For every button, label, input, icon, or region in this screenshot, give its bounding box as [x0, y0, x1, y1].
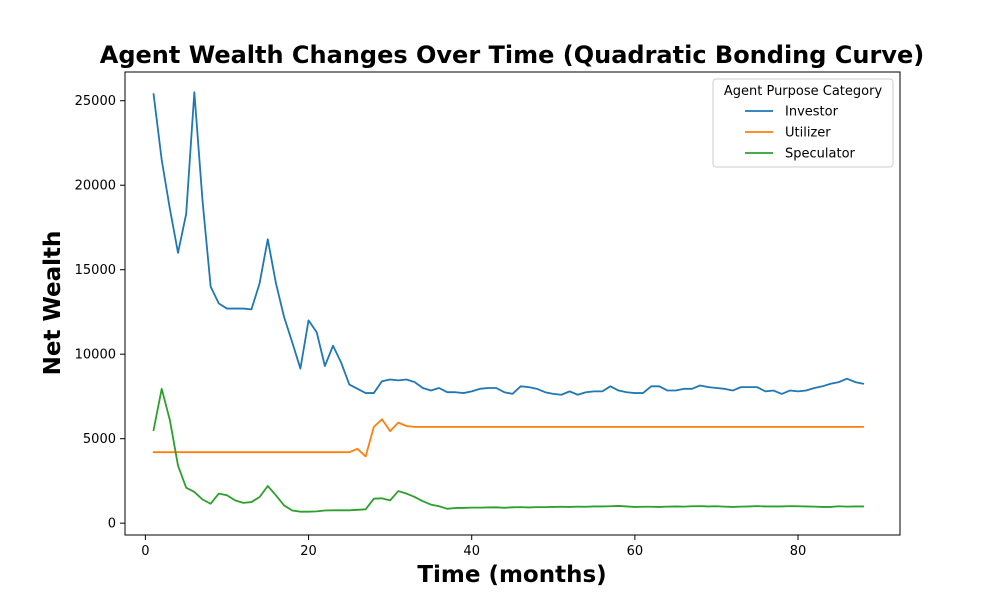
x-tick-label: 80 — [790, 544, 807, 559]
legend-entries: Investor Utilizer Speculator — [745, 105, 856, 162]
y-tick-label: 5000 — [83, 432, 116, 447]
x-tick-label: 40 — [463, 544, 480, 559]
legend-label: Investor — [785, 105, 839, 120]
series-line-investor — [152, 91, 865, 396]
x-axis-ticks: 0 20 40 60 80 — [141, 535, 806, 559]
x-tick-label: 0 — [141, 544, 149, 559]
y-axis-ticks: 0 5000 10000 15000 20000 25000 — [75, 94, 125, 532]
y-tick-label: 15000 — [75, 263, 116, 278]
x-tick-label: 60 — [627, 544, 644, 559]
axes-frame — [124, 71, 901, 536]
legend: Agent Purpose Category Investor Utilizer S… — [712, 78, 894, 168]
legend-entry-utilizer: Utilizer — [745, 126, 831, 141]
series-line-utilizer — [152, 418, 865, 458]
legend-label: Speculator — [785, 147, 856, 162]
x-axis-label: Time (months) — [417, 562, 606, 588]
legend-box — [712, 78, 894, 168]
y-axis-label: Net Wealth — [40, 231, 66, 376]
legend-label: Utilizer — [785, 126, 831, 141]
y-tick-label: 25000 — [75, 94, 116, 109]
plot-area — [152, 91, 865, 513]
legend-entry-speculator: Speculator — [745, 147, 856, 162]
y-tick-label: 20000 — [75, 179, 116, 194]
y-tick-label: 0 — [108, 517, 116, 532]
x-tick-label: 20 — [300, 544, 317, 559]
series-line-speculator — [152, 387, 865, 513]
legend-title: Agent Purpose Category — [724, 84, 883, 99]
chart-title: Agent Wealth Changes Over Time (Quadrati… — [100, 41, 924, 69]
legend-entry-investor: Investor — [745, 105, 839, 120]
y-tick-label: 10000 — [75, 348, 116, 363]
